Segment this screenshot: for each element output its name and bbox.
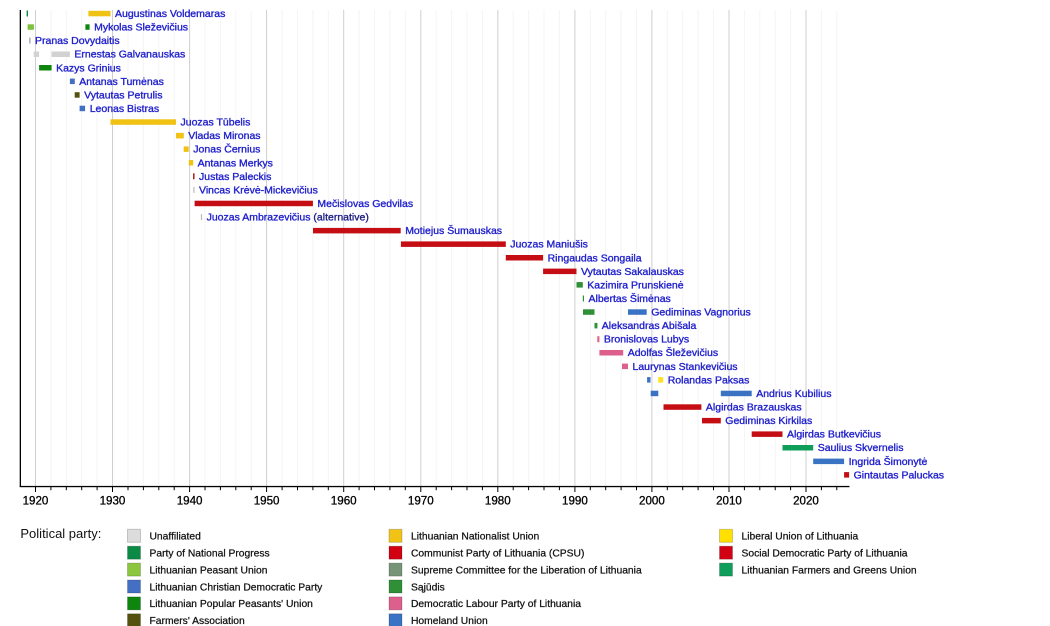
svg-text:Ernestas Galvanauskas: Ernestas Galvanauskas (74, 49, 185, 61)
svg-text:Ingrida Šimonytė: Ingrida Šimonytė (849, 455, 928, 468)
svg-text:Mečislovas Gedvilas: Mečislovas Gedvilas (317, 198, 413, 210)
svg-text:Supreme Committee for the Libe: Supreme Committee for the Liberation of … (411, 565, 642, 576)
svg-text:Antanas Merkys: Antanas Merkys (198, 157, 273, 169)
svg-text:Albertas Šimėnas: Albertas Šimėnas (589, 292, 671, 305)
svg-text:Lithuanian Christian Democrati: Lithuanian Christian Democratic Party (150, 582, 324, 593)
svg-text:Lithuanian Popular Peasants' U: Lithuanian Popular Peasants' Union (150, 599, 314, 610)
svg-text:Sąjūdis: Sąjūdis (411, 582, 445, 593)
svg-text:Democratic Labour Party of Lit: Democratic Labour Party of Lithuania (411, 599, 581, 610)
svg-text:Motiejus Šumauskas: Motiejus Šumauskas (405, 224, 502, 237)
svg-text:Justas Paleckis: Justas Paleckis (199, 171, 271, 183)
svg-text:Mykolas Sleževičius: Mykolas Sleževičius (94, 22, 188, 34)
svg-text:Gediminas Kirkilas: Gediminas Kirkilas (725, 415, 812, 427)
svg-text:Communist Party of Lithuania (: Communist Party of Lithuania (CPSU) (411, 549, 584, 560)
svg-text:Juozas Maniušis: Juozas Maniušis (510, 239, 588, 251)
svg-text:1980: 1980 (485, 495, 511, 508)
svg-text:Kazys Grinius: Kazys Grinius (56, 62, 121, 74)
svg-text:Liberal Union of Lithuania: Liberal Union of Lithuania (742, 532, 859, 543)
svg-text:Bronislovas Lubys: Bronislovas Lubys (604, 334, 689, 346)
svg-text:Political party:: Political party: (20, 526, 101, 541)
svg-text:Vincas Krėvė-Mickevičius: Vincas Krėvė-Mickevičius (199, 184, 318, 196)
svg-text:Vytautas Petrulis: Vytautas Petrulis (84, 89, 162, 101)
svg-text:2010: 2010 (716, 495, 742, 508)
svg-text:Jonas Černius: Jonas Černius (193, 143, 260, 156)
svg-text:Antanas Tumėnas: Antanas Tumėnas (79, 76, 164, 88)
svg-text:Homeland Union: Homeland Union (411, 616, 488, 626)
svg-text:Social Democratic Party of Lit: Social Democratic Party of Lithuania (742, 549, 908, 560)
svg-text:1960: 1960 (331, 495, 357, 508)
svg-text:Adolfas Šleževičius: Adolfas Šleževičius (628, 346, 718, 359)
svg-text:Kazimira Prunskienė: Kazimira Prunskienė (587, 279, 683, 291)
svg-text:1920: 1920 (23, 495, 49, 508)
svg-text:Andrius Kubilius: Andrius Kubilius (756, 388, 831, 400)
svg-text:Ringaudas Songaila: Ringaudas Songaila (548, 252, 642, 264)
svg-text:Lithuanian Farmers and Greens: Lithuanian Farmers and Greens Union (742, 565, 917, 576)
svg-text:Rolandas Paksas: Rolandas Paksas (668, 374, 750, 386)
svg-text:Lithuanian Nationalist Union: Lithuanian Nationalist Union (411, 532, 539, 543)
svg-text:Laurynas Stankevičius: Laurynas Stankevičius (633, 361, 738, 373)
svg-text:1970: 1970 (408, 495, 434, 508)
svg-text:Pranas Dovydaitis: Pranas Dovydaitis (35, 35, 120, 47)
svg-text:Unaffiliated: Unaffiliated (150, 532, 202, 543)
svg-text:2000: 2000 (639, 495, 665, 508)
svg-text:Algirdas Brazauskas: Algirdas Brazauskas (706, 402, 802, 414)
svg-text:Lithuanian Peasant Union: Lithuanian Peasant Union (150, 565, 268, 576)
svg-text:Saulius Skvernelis: Saulius Skvernelis (818, 442, 904, 454)
svg-text:Juozas Tūbelis: Juozas Tūbelis (181, 117, 251, 129)
svg-text:Gintautas Paluckas: Gintautas Paluckas (854, 469, 944, 481)
svg-text:Leonas Bistras: Leonas Bistras (90, 103, 159, 115)
svg-text:Augustinas Voldemaras: Augustinas Voldemaras (115, 8, 225, 20)
svg-text:Farmers' Association: Farmers' Association (150, 616, 246, 626)
svg-text:1940: 1940 (177, 495, 203, 508)
svg-text:Vytautas Sakalauskas: Vytautas Sakalauskas (581, 266, 684, 278)
svg-text:2020: 2020 (793, 495, 819, 508)
svg-text:Juozas Ambrazevičius (alternat: Juozas Ambrazevičius (alternative) (207, 212, 369, 224)
svg-text:1950: 1950 (254, 495, 280, 508)
svg-text:Party of National Progress: Party of National Progress (150, 549, 270, 560)
svg-text:Algirdas Butkevičius: Algirdas Butkevičius (787, 429, 881, 441)
svg-text:1990: 1990 (562, 495, 588, 508)
svg-text:1930: 1930 (100, 495, 126, 508)
svg-text:Aleksandras Abišala: Aleksandras Abišala (602, 320, 697, 332)
svg-text:Vladas Mironas: Vladas Mironas (188, 130, 260, 142)
svg-text:Gediminas Vagnorius: Gediminas Vagnorius (651, 307, 751, 319)
